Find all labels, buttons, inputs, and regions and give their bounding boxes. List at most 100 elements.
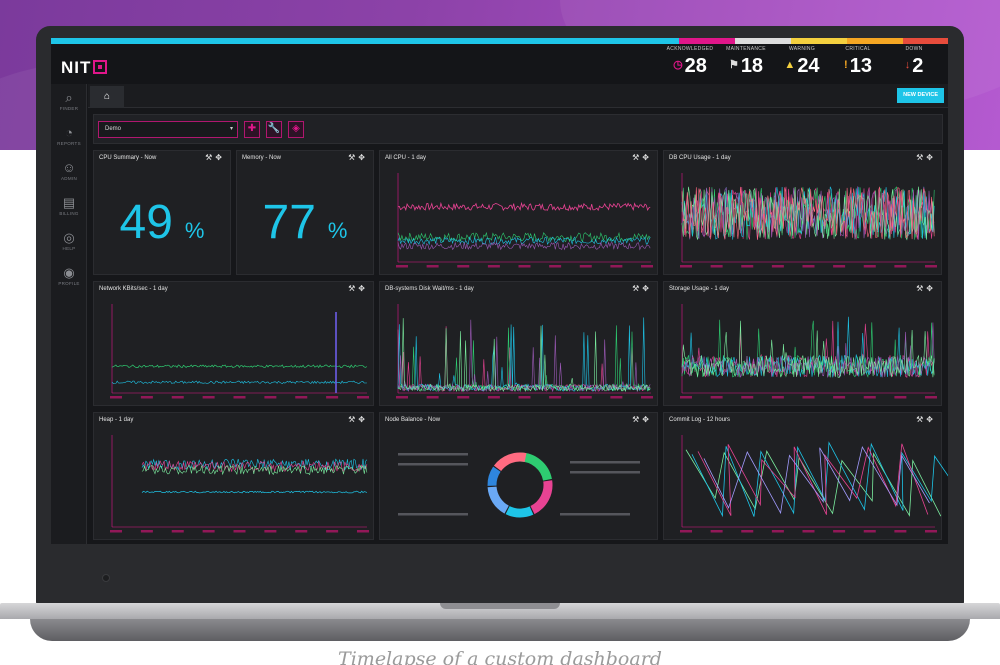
wrench-icon[interactable]: ⚒ bbox=[632, 415, 643, 424]
sidebar-item-reports[interactable]: ◔ REPORTS bbox=[51, 125, 87, 159]
wrench-icon[interactable]: ⚒ bbox=[348, 284, 359, 293]
donut-slice bbox=[487, 486, 510, 514]
sidebar-item-admin[interactable]: ☺ ADMIN bbox=[51, 160, 87, 194]
image-caption: Timelapse of a custom dashboard bbox=[338, 648, 662, 665]
x-tick-label bbox=[710, 265, 723, 268]
donut-slice bbox=[487, 466, 501, 487]
move-icon[interactable]: ✥ bbox=[926, 153, 936, 162]
counter-label: WARNING bbox=[788, 46, 816, 52]
panel-tools[interactable]: ⚒✥ bbox=[916, 153, 936, 162]
dashboard-select[interactable]: Demo ▾ bbox=[98, 121, 238, 138]
x-tick-label bbox=[140, 396, 153, 399]
disk-wait-chart bbox=[396, 304, 653, 399]
counter-down[interactable]: DOWN ↓ 2 bbox=[886, 46, 942, 84]
series-line bbox=[397, 325, 651, 393]
wrench-icon[interactable]: ⚒ bbox=[632, 153, 643, 162]
db-cpu-chart bbox=[680, 173, 937, 268]
move-icon[interactable]: ✥ bbox=[642, 415, 652, 424]
x-tick-label bbox=[833, 530, 846, 533]
series-line bbox=[111, 380, 367, 384]
series-line bbox=[681, 322, 935, 378]
wrench-icon[interactable]: ⚒ bbox=[916, 415, 927, 424]
tag-dashboard-button[interactable]: ◈ bbox=[288, 121, 304, 138]
x-tick-label bbox=[579, 265, 592, 268]
move-icon[interactable]: ✥ bbox=[926, 284, 936, 293]
series-line bbox=[141, 490, 368, 494]
panel-tools[interactable]: ⚒✥ bbox=[348, 153, 368, 162]
sidebar-item-label: BILLING bbox=[59, 211, 79, 216]
x-tick-label bbox=[487, 265, 500, 268]
laptop-base bbox=[0, 603, 1000, 643]
x-tick-label bbox=[233, 530, 246, 533]
panel-tools[interactable]: ⚒✥ bbox=[632, 415, 652, 424]
counter-warning[interactable]: WARNING ▲ 24 bbox=[774, 46, 830, 84]
flag-icon: ⚑ bbox=[728, 59, 739, 71]
panel-tools[interactable]: ⚒✥ bbox=[916, 284, 936, 293]
panel-tools[interactable]: ⚒✥ bbox=[348, 415, 368, 424]
billing-icon: ▤ bbox=[62, 195, 76, 210]
wrench-icon[interactable]: ⚒ bbox=[348, 153, 359, 162]
counter-critical[interactable]: CRITICAL ! 13 bbox=[830, 46, 886, 84]
tab-home[interactable]: ⌂ bbox=[90, 86, 124, 108]
move-icon[interactable]: ✥ bbox=[358, 153, 368, 162]
series-line bbox=[397, 319, 651, 393]
series-line bbox=[681, 186, 935, 240]
donut-label bbox=[398, 463, 468, 466]
warning-icon: ▲ bbox=[784, 59, 796, 71]
new-device-button[interactable]: NEW DEVICE bbox=[897, 88, 944, 103]
panel-node-balance: Node Balance - Now ⚒✥ bbox=[379, 412, 658, 540]
panel-tools[interactable]: ⚒✥ bbox=[205, 153, 225, 162]
counter-acknowledged[interactable]: ACKNOWLEDGED ◷ 28 bbox=[662, 46, 718, 84]
x-tick-label bbox=[457, 396, 470, 399]
x-tick-label bbox=[426, 396, 439, 399]
x-tick-label bbox=[771, 396, 784, 399]
sidebar-item-billing[interactable]: ▤ BILLING bbox=[51, 195, 87, 229]
counter-value: ⚑ 18 bbox=[728, 55, 764, 77]
x-tick-label bbox=[396, 396, 408, 399]
wrench-icon[interactable]: ⚒ bbox=[348, 415, 359, 424]
panel-title: Heap - 1 day bbox=[99, 417, 134, 423]
move-icon[interactable]: ✥ bbox=[358, 415, 368, 424]
x-tick-label bbox=[171, 530, 184, 533]
app-screen: NIT ACKNOWLEDGED ◷ 28 MAINTENANCE ⚑ 18 WARNING… bbox=[51, 38, 948, 544]
x-tick-label bbox=[863, 396, 876, 399]
panel-cpu-summary: CPU Summary - Now ⚒✥ 49% bbox=[93, 150, 231, 275]
counter-maintenance[interactable]: MAINTENANCE ⚑ 18 bbox=[718, 46, 774, 84]
sidebar-item-finder[interactable]: ⌕ FINDER bbox=[51, 90, 87, 124]
node-balance-donut bbox=[398, 452, 640, 518]
edit-dashboard-button[interactable]: 🔧 bbox=[266, 121, 282, 138]
panel-tools[interactable]: ⚒✥ bbox=[348, 284, 368, 293]
clock-icon: ◷ bbox=[673, 59, 683, 71]
x-tick-label bbox=[894, 265, 907, 268]
x-tick-label bbox=[357, 396, 369, 399]
panel-tools[interactable]: ⚒✥ bbox=[916, 415, 936, 424]
x-tick-label bbox=[741, 396, 754, 399]
counter-label: MAINTENANCE bbox=[726, 46, 766, 52]
logo[interactable]: NIT bbox=[61, 58, 108, 78]
panel-tools[interactable]: ⚒✥ bbox=[632, 153, 652, 162]
move-icon[interactable]: ✥ bbox=[642, 284, 652, 293]
wrench-icon[interactable]: ⚒ bbox=[916, 284, 927, 293]
counter-value: ◷ 28 bbox=[673, 55, 707, 77]
move-icon[interactable]: ✥ bbox=[358, 284, 368, 293]
wrench-icon[interactable]: ⚒ bbox=[632, 284, 643, 293]
move-icon[interactable]: ✥ bbox=[642, 153, 652, 162]
sidebar-item-help[interactable]: ◎ HELP bbox=[51, 230, 87, 264]
series-line bbox=[397, 317, 651, 392]
counter-label: ACKNOWLEDGED bbox=[666, 46, 714, 52]
sidebar-item-profile[interactable]: ◉ PROFILE bbox=[51, 265, 87, 299]
x-tick-label bbox=[295, 530, 308, 533]
x-tick-label bbox=[233, 396, 246, 399]
panel-all-cpu: All CPU - 1 day ⚒✥ bbox=[379, 150, 658, 275]
move-icon[interactable]: ✥ bbox=[926, 415, 936, 424]
move-icon[interactable]: ✥ bbox=[215, 153, 225, 162]
x-tick-label bbox=[326, 396, 339, 399]
add-widget-button[interactable]: ✚ bbox=[244, 121, 260, 138]
dashboard-toolbar: Demo ▾ ✚ 🔧 ◈ bbox=[93, 114, 943, 144]
series-line bbox=[397, 326, 651, 392]
alert-counters: ACKNOWLEDGED ◷ 28 MAINTENANCE ⚑ 18 WARNING ▲ 24 C… bbox=[662, 46, 942, 84]
series-line bbox=[685, 449, 942, 517]
panel-tools[interactable]: ⚒✥ bbox=[632, 284, 652, 293]
wrench-icon[interactable]: ⚒ bbox=[205, 153, 216, 162]
wrench-icon[interactable]: ⚒ bbox=[916, 153, 927, 162]
